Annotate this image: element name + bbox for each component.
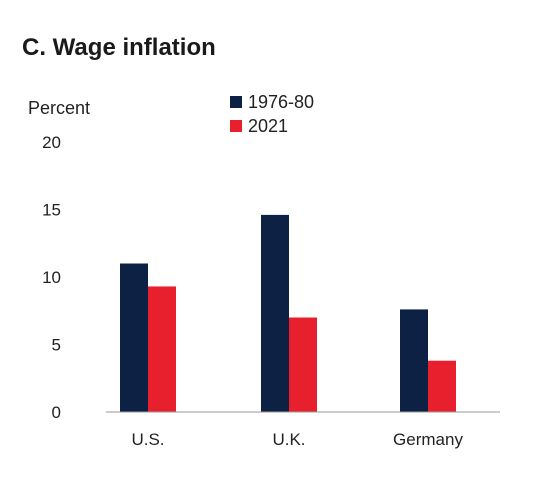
y-tick-label: 15 (42, 201, 61, 220)
x-tick-label: Germany (393, 430, 463, 449)
bar-us-2021 (148, 286, 176, 412)
y-tick-label: 0 (52, 403, 61, 422)
y-axis-ticks: 0 5 10 15 20 (42, 133, 61, 422)
bar-uk-2021 (289, 317, 317, 412)
bar-us-197680 (120, 263, 148, 412)
y-axis-unit-label: Percent (28, 98, 90, 118)
bar-germany-2021 (428, 360, 456, 412)
chart-title: C. Wage inflation (22, 34, 216, 61)
legend-swatch (230, 120, 242, 132)
legend: 1976-80 2021 (230, 92, 314, 136)
legend-swatch (230, 96, 242, 108)
x-tick-label: U.S. (131, 430, 164, 449)
legend-label: 2021 (248, 116, 288, 136)
x-axis-ticks: U.S. U.K. Germany (131, 430, 463, 449)
bar-germany-197680 (400, 309, 428, 412)
bars (120, 214, 456, 412)
y-tick-label: 10 (42, 268, 61, 287)
y-tick-label: 5 (52, 336, 61, 355)
bar-uk-197680 (261, 214, 289, 412)
x-tick-label: U.K. (272, 430, 305, 449)
legend-label: 1976-80 (248, 92, 314, 112)
y-tick-label: 20 (42, 133, 61, 152)
